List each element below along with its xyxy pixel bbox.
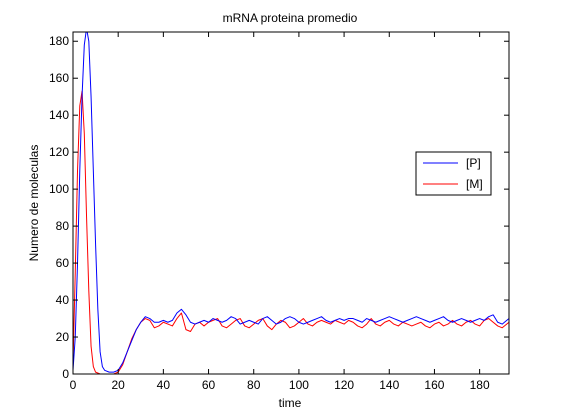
series-layer — [73, 32, 509, 374]
legend: [P] [M] — [415, 151, 492, 196]
y-tick-label: 100 — [49, 182, 69, 196]
x-tick-label: 60 — [202, 378, 216, 392]
x-axis-label: time — [279, 396, 302, 410]
x-tick-label: 140 — [379, 378, 399, 392]
y-tick-label: 80 — [56, 219, 70, 233]
x-tick-label: 100 — [289, 378, 309, 392]
x-tick-label: 0 — [70, 378, 77, 392]
legend-box — [415, 151, 492, 196]
x-tick-label: 20 — [112, 378, 126, 392]
x-tick-label: 40 — [157, 378, 171, 392]
chart-title: mRNA proteina promedio — [223, 11, 358, 25]
legend-label-m: [M] — [466, 177, 483, 191]
x-tick-label: 160 — [424, 378, 444, 392]
series-line-0 — [73, 32, 509, 373]
ticks-layer: 0 20 40 60 80 100 120 140 160 180 0 20 40 60 80 100 120 1… — [49, 32, 509, 392]
plot-frame — [72, 31, 510, 375]
x-tick-label: 120 — [334, 378, 354, 392]
y-tick-label: 20 — [56, 330, 70, 344]
y-tick-label: 140 — [49, 108, 69, 122]
y-tick-label: 0 — [62, 367, 69, 381]
y-tick-label: 160 — [49, 71, 69, 85]
y-tick-label: 120 — [49, 145, 69, 159]
y-tick-label: 40 — [56, 293, 70, 307]
y-tick-label: 60 — [56, 256, 70, 270]
x-tick-label: 80 — [247, 378, 261, 392]
legend-label-p: [P] — [466, 156, 481, 170]
y-axis-label: Numero de moleculas — [27, 145, 41, 262]
y-tick-label: 180 — [49, 34, 69, 48]
plot-area — [73, 32, 509, 374]
x-tick-label: 180 — [470, 378, 490, 392]
